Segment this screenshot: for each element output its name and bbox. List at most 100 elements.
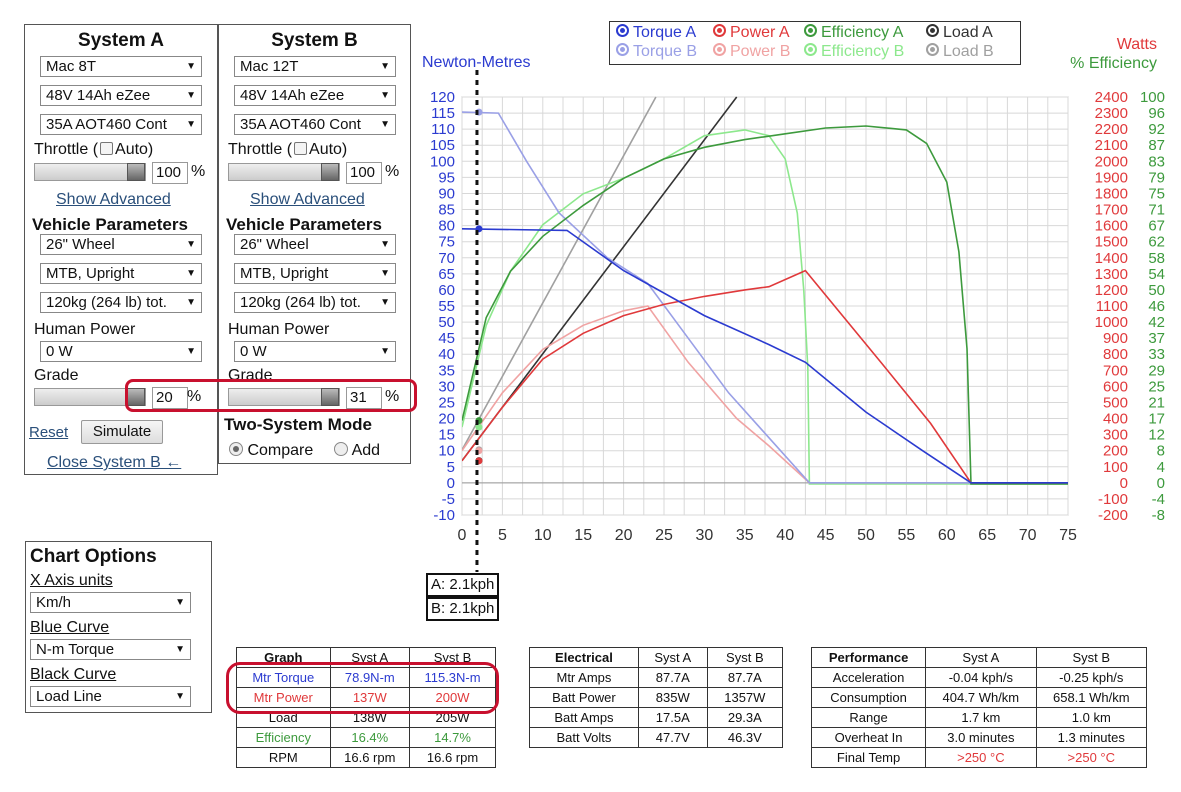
chevron-down-icon: ▼ — [175, 597, 185, 608]
plot-area — [461, 96, 1069, 516]
legend-efficiency-a[interactable]: Efficiency A — [804, 24, 903, 42]
series-efficiency-b — [462, 129, 1068, 485]
battery-select-b[interactable]: 48V 14Ah eZee ▼ — [234, 85, 396, 106]
y-tick-label: 20 — [438, 411, 455, 428]
efficiency-tick-label: 12 — [1148, 427, 1165, 444]
table-row: Mtr Torque 78.9N-m 115.3N-m — [236, 667, 496, 688]
efficiency-tick-label: 75 — [1148, 185, 1165, 202]
human-power-select-a[interactable]: 0 W ▼ — [40, 341, 202, 362]
throttle-slider-a[interactable] — [34, 163, 146, 181]
blue-curve-select[interactable]: N-m Torque ▼ — [30, 639, 191, 660]
table-row: Batt Power 835W 1357W — [529, 687, 784, 708]
legend-load-b[interactable]: Load B — [926, 43, 994, 61]
grade-slider-b[interactable] — [228, 388, 340, 406]
legend-torque-a[interactable]: Torque A — [616, 24, 696, 42]
weight-select-b[interactable]: 120kg (264 lb) tot. ▼ — [234, 292, 396, 313]
controller-select-a[interactable]: 35A AOT460 Cont ▼ — [40, 114, 202, 135]
graph-table: Graph Syst A Syst B Mtr Torque 78.9N-m 115.3N… — [236, 647, 496, 768]
slider-thumb[interactable] — [127, 163, 145, 181]
x-axis-select[interactable]: Km/h ▼ — [30, 592, 191, 613]
y-tick-label: 30 — [438, 378, 455, 395]
controller-select-b[interactable]: 35A AOT460 Cont ▼ — [234, 114, 396, 135]
auto-checkbox-b[interactable] — [294, 142, 308, 155]
series-power-a — [462, 269, 1068, 484]
show-advanced-link-b[interactable]: Show Advanced — [250, 191, 365, 208]
grade-input-b[interactable]: 31 — [346, 387, 382, 409]
efficiency-axis-title: % Efficiency — [1070, 55, 1157, 72]
column-header: Syst A — [637, 647, 708, 668]
legend-power-a[interactable]: Power A — [713, 24, 790, 42]
throttle-input-a[interactable]: 100 — [152, 162, 188, 184]
column-header: Syst B — [706, 647, 784, 668]
throttle-input-b[interactable]: 100 — [346, 162, 382, 184]
throttle-slider-b[interactable] — [228, 163, 340, 181]
reset-link[interactable]: Reset — [29, 424, 69, 441]
black-curve-select[interactable]: Load Line ▼ — [30, 686, 191, 707]
y-tick-label: 25 — [438, 394, 455, 411]
table-cell: 16.6 rpm — [329, 747, 411, 768]
motor-select-b[interactable]: Mac 12T ▼ — [234, 56, 396, 77]
y-tick-label: 95 — [438, 169, 455, 186]
chevron-down-icon: ▼ — [380, 346, 390, 357]
wheel-select-b[interactable]: 26" Wheel ▼ — [234, 234, 396, 255]
position-select-a[interactable]: MTB, Upright ▼ — [40, 263, 202, 284]
radio-icon[interactable] — [334, 442, 348, 456]
y-tick-label: 60 — [438, 282, 455, 299]
watts-tick-label: 100 — [1103, 459, 1128, 476]
auto-checkbox-a[interactable] — [100, 142, 114, 155]
efficiency-tick-label: 100 — [1140, 89, 1165, 106]
legend-torque-b[interactable]: Torque B — [616, 43, 697, 61]
newton-metres-axis-title: Newton-Metres — [422, 54, 530, 71]
weight-select-a[interactable]: 120kg (264 lb) tot. ▼ — [40, 292, 202, 313]
slider-thumb[interactable] — [321, 388, 339, 406]
legend-load-a[interactable]: Load A — [926, 24, 993, 42]
y-tick-label: 65 — [438, 266, 455, 283]
slider-thumb[interactable] — [321, 163, 339, 181]
watts-tick-label: 1200 — [1095, 282, 1128, 299]
y-tick-label: 75 — [438, 234, 455, 251]
x-tick-label: 20 — [615, 527, 633, 544]
series-efficiency-a — [462, 125, 1068, 485]
table-cell: RPM — [236, 747, 331, 768]
watts-tick-label: 0 — [1120, 475, 1128, 492]
efficiency-tick-label: 92 — [1148, 121, 1165, 138]
efficiency-tick-label: 54 — [1148, 266, 1165, 283]
table-cell: Mtr Amps — [529, 667, 639, 688]
simulate-button[interactable]: Simulate — [81, 420, 163, 444]
watts-tick-label: 2400 — [1095, 89, 1128, 106]
watts-tick-label: 1500 — [1095, 234, 1128, 251]
y-tick-label: 80 — [438, 218, 455, 235]
efficiency-tick-label: -8 — [1152, 507, 1165, 524]
marker-load-a — [475, 457, 483, 465]
close-system-b-link[interactable]: Close System B ← — [47, 454, 182, 471]
human-power-select-b[interactable]: 0 W ▼ — [234, 341, 396, 362]
grade-input-a[interactable]: 20 — [152, 387, 188, 409]
grade-slider-a[interactable] — [34, 388, 146, 406]
y-tick-label: 0 — [447, 475, 455, 492]
chevron-down-icon: ▼ — [175, 691, 185, 702]
add-radio[interactable]: Add — [334, 442, 380, 460]
radio-selected-icon[interactable] — [229, 442, 243, 456]
show-advanced-link-a[interactable]: Show Advanced — [56, 191, 171, 208]
percent-label: % — [187, 388, 202, 405]
efficiency-tick-label: 21 — [1148, 394, 1165, 411]
compare-radio[interactable]: Compare — [229, 442, 313, 460]
efficiency-tick-label: 67 — [1148, 218, 1165, 235]
table-row: Acceleration -0.04 kph/s -0.25 kph/s — [810, 667, 1148, 688]
position-select-b[interactable]: MTB, Upright ▼ — [234, 263, 396, 284]
efficiency-tick-label: 33 — [1148, 346, 1165, 363]
wheel-select-a[interactable]: 26" Wheel ▼ — [40, 234, 202, 255]
battery-select-a[interactable]: 48V 14Ah eZee ▼ — [40, 85, 202, 106]
efficiency-tick-label: 79 — [1148, 169, 1165, 186]
legend-power-b[interactable]: Power B — [713, 43, 790, 61]
system-a-panel: System A Mac 8T ▼ 48V 14Ah eZee ▼ 35A AOT4… — [24, 24, 218, 475]
chevron-down-icon: ▼ — [186, 239, 196, 250]
legend-efficiency-b[interactable]: Efficiency B — [804, 43, 904, 61]
series-torque-a — [462, 228, 1068, 484]
x-tick-label: 55 — [898, 527, 916, 544]
chart-options-panel: Chart Options X Axis units Km/h ▼ Blue Cu… — [25, 541, 212, 713]
motor-select-a[interactable]: Mac 8T ▼ — [40, 56, 202, 77]
series-torque-b — [462, 111, 1068, 484]
efficiency-tick-label: 29 — [1148, 362, 1165, 379]
torque-power-highlight — [226, 662, 499, 714]
